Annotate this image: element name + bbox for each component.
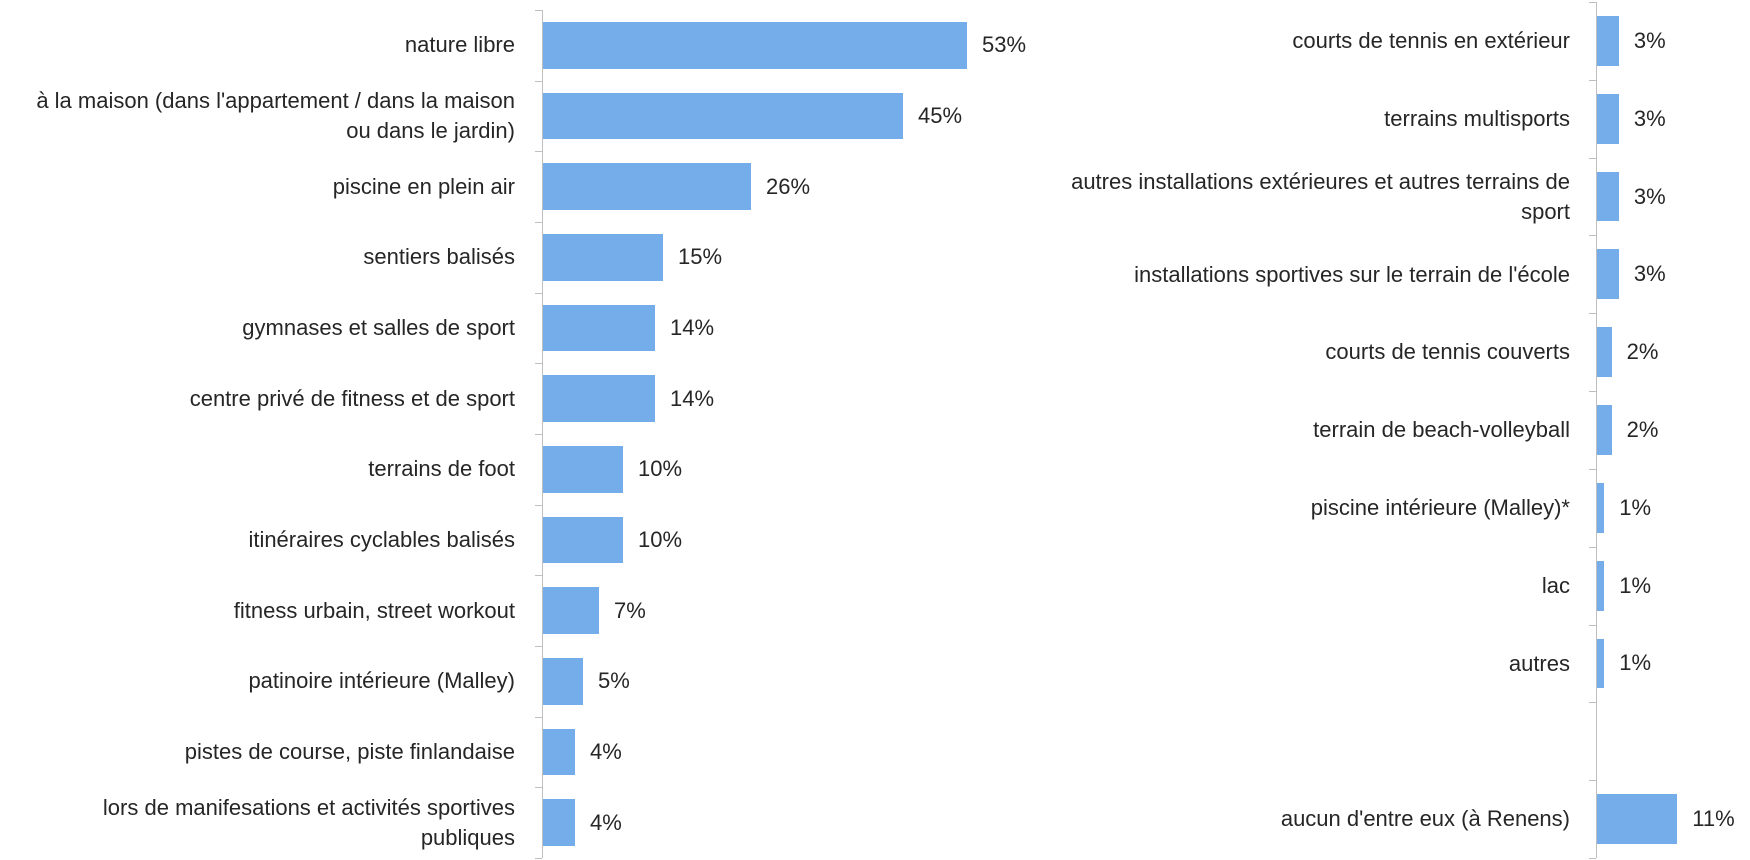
axis-line: [542, 10, 543, 858]
category-label: centre privé de fitness et de sport: [189, 385, 515, 411]
category-label: sentiers balisés: [363, 244, 515, 270]
category-label: courts de tennis en extérieur: [1292, 28, 1570, 54]
category-label: autres installations extérieures et autr…: [1071, 168, 1570, 224]
bar: [543, 516, 623, 564]
axis-tick: [535, 222, 542, 223]
value-label: 1%: [1619, 572, 1652, 598]
category-label: autres: [1508, 650, 1570, 676]
bar: [543, 587, 599, 634]
bar: [543, 446, 623, 493]
value-label: 11%: [1692, 806, 1735, 832]
value-label: 3%: [1633, 261, 1666, 287]
axis-tick: [535, 10, 542, 11]
bar: [1597, 482, 1605, 533]
category-label: à la maison (dans l'appartement / dans l…: [36, 88, 515, 143]
bar: [1597, 405, 1612, 455]
category-label: gymnases et salles de sport: [242, 315, 515, 341]
value-label: 14%: [670, 385, 715, 411]
value-label: 1%: [1619, 650, 1652, 676]
axis-tick: [535, 787, 542, 789]
value-label: 1%: [1619, 494, 1652, 520]
value-label: 7%: [614, 597, 646, 623]
value-label: 45%: [918, 102, 963, 128]
category-label: aucun d'entre eux (à Renens): [1280, 806, 1570, 832]
value-label: 3%: [1633, 183, 1666, 209]
axis-tick: [1589, 702, 1596, 704]
value-label: 10%: [638, 456, 683, 482]
axis-tick: [535, 504, 542, 506]
category-label: installations sportives sur le terrain d…: [1134, 261, 1570, 287]
axis-tick: [535, 575, 542, 577]
axis-tick: [1589, 391, 1596, 393]
value-label: 4%: [590, 738, 622, 764]
axis-tick: [1589, 546, 1596, 548]
category-label: terrain de beach-volleyball: [1313, 417, 1570, 443]
axis-tick: [1589, 780, 1596, 782]
axis-tick: [1589, 79, 1596, 81]
bar: [1597, 171, 1619, 222]
bar: [543, 658, 583, 705]
axis-tick: [1589, 2, 1596, 3]
axis-tick: [535, 151, 542, 153]
bar: [1597, 93, 1619, 144]
bar: [543, 304, 655, 352]
value-label: 3%: [1633, 27, 1666, 53]
bar: [543, 92, 903, 140]
category-label: courts de tennis couverts: [1325, 339, 1570, 365]
bar: [543, 728, 575, 776]
bar: [1597, 16, 1619, 66]
value-label: 3%: [1633, 105, 1666, 131]
value-label: 4%: [590, 809, 622, 835]
bar: [1597, 638, 1605, 689]
value-label: 26%: [766, 173, 811, 199]
bar: [1597, 249, 1619, 300]
category-label: itinéraires cyclables balisés: [248, 527, 515, 553]
value-label: 5%: [598, 668, 630, 694]
axis-tick: [1589, 235, 1596, 237]
axis-tick: [535, 80, 542, 82]
value-label: 14%: [670, 314, 715, 340]
axis-tick: [1589, 858, 1596, 859]
bar: [1597, 560, 1605, 611]
category-label: lac: [1541, 572, 1570, 598]
category-label: fitness urbain, street workout: [233, 597, 515, 623]
axis-tick: [535, 292, 542, 294]
value-label: 2%: [1626, 416, 1659, 442]
axis-tick: [535, 858, 542, 859]
bar: [1597, 794, 1678, 844]
bar: [543, 375, 655, 422]
value-label: 10%: [638, 526, 683, 552]
axis-tick: [1589, 468, 1596, 470]
axis-line: [1596, 2, 1597, 858]
axis-tick: [535, 434, 542, 435]
category-label: terrains de foot: [368, 456, 515, 482]
axis-tick: [1589, 157, 1596, 159]
category-label: lors de manifesations et activités sport…: [102, 794, 515, 850]
category-label: pistes de course, piste finlandaise: [184, 739, 515, 765]
category-label: patinoire intérieure (Malley): [248, 668, 515, 694]
axis-tick: [535, 716, 542, 718]
axis-tick: [1589, 624, 1596, 626]
bar: [543, 22, 967, 69]
bar: [543, 234, 663, 281]
axis-tick: [1589, 313, 1596, 315]
axis-tick: [535, 363, 542, 365]
axis-tick: [535, 646, 542, 647]
value-label: 53%: [982, 32, 1027, 58]
bar: [1597, 327, 1612, 378]
value-label: 2%: [1626, 339, 1659, 365]
category-label: piscine intérieure (Malley)*: [1310, 494, 1570, 520]
category-label: terrains multisports: [1384, 105, 1570, 131]
category-label: nature libre: [404, 32, 515, 58]
bar: [543, 799, 575, 846]
bar: [543, 163, 751, 210]
category-label: piscine en plein air: [332, 173, 515, 199]
value-label: 15%: [678, 244, 723, 270]
